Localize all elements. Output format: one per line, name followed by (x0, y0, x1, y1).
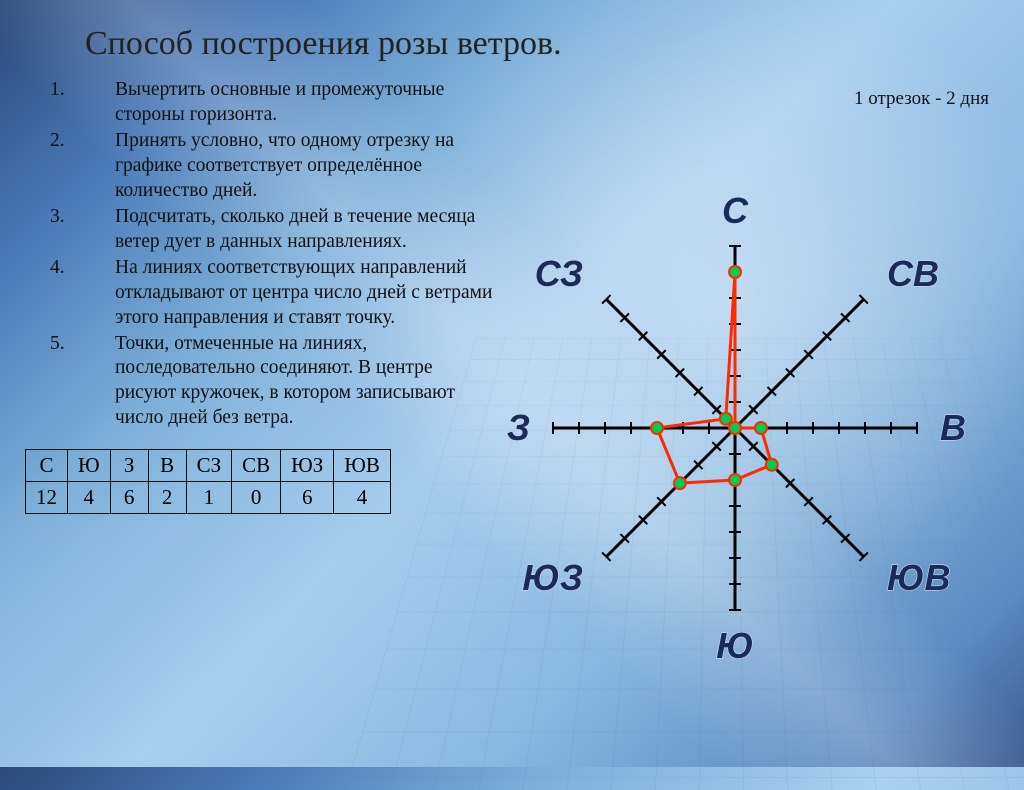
wind-rose-point (651, 422, 663, 434)
legend-text: 1 отрезок - 2 дня (854, 88, 989, 110)
table-header-cell: Ю (68, 450, 111, 482)
direction-label: ЮВ (887, 557, 951, 598)
direction-label: СЗ (535, 253, 583, 294)
step-number: 4. (50, 256, 90, 281)
table-value-cell: 12 (26, 482, 68, 514)
data-table: СЮЗВСЗСВЮЗЮВ 124621064 (25, 449, 391, 514)
direction-label: З (507, 407, 530, 448)
direction-label: В (940, 407, 966, 448)
step-text: Точки, отмеченные на линиях, последовате… (115, 333, 455, 429)
wind-rose-point (766, 459, 778, 471)
step-number: 5. (50, 332, 90, 357)
direction-label: СВ (887, 253, 939, 294)
direction-label: ЮЗ (522, 557, 583, 598)
step-number: 3. (50, 205, 90, 230)
table-header-cell: З (110, 450, 148, 482)
step-text: Подсчитать, сколько дней в течение месяц… (115, 206, 475, 252)
axis-line (735, 428, 864, 557)
axis-line (735, 299, 864, 428)
wind-rose-polygon (657, 272, 772, 483)
table-value-row: 124621064 (26, 482, 391, 514)
table-value-cell: 0 (232, 482, 281, 514)
wind-rose-point (729, 474, 741, 486)
step-text: Вычертить основные и промежуточные сторо… (115, 79, 444, 125)
step-text: Принять условно, что одному отрезку на г… (115, 130, 454, 201)
table-header-cell: СВ (232, 450, 281, 482)
table-value-cell: 2 (148, 482, 186, 514)
table-header-cell: ЮВ (334, 450, 391, 482)
table-header-cell: ЮЗ (281, 450, 334, 482)
page-title: Способ построения розы ветров. (85, 25, 999, 63)
table-value-cell: 6 (110, 482, 148, 514)
step-item: 4.На линиях соответствующих направлений … (115, 256, 495, 331)
step-number: 2. (50, 129, 90, 154)
table-value-cell: 1 (186, 482, 232, 514)
table-value-cell: 6 (281, 482, 334, 514)
table-header-cell: СЗ (186, 450, 232, 482)
table-header-row: СЮЗВСЗСВЮЗЮВ (26, 450, 391, 482)
table-header-cell: В (148, 450, 186, 482)
table-value-cell: 4 (334, 482, 391, 514)
step-item: 2.Принять условно, что одному отрезку на… (115, 129, 495, 204)
step-item: 1.Вычертить основные и промежуточные сто… (115, 78, 495, 128)
wind-rose-diagram: С СВ В ЮВ Ю ЮЗ З СЗ (475, 118, 1015, 748)
wind-rose-point (720, 413, 732, 425)
table-value-cell: 4 (68, 482, 111, 514)
direction-label: Ю (716, 625, 754, 666)
direction-label: С (722, 190, 749, 231)
axis-line (606, 428, 735, 557)
wind-rose-point (755, 422, 767, 434)
wind-rose-point (729, 266, 741, 278)
step-item: 5.Точки, отмеченные на линиях, последова… (115, 332, 495, 432)
steps-list: 1. Вычертить основные и промежуточные сто… (25, 78, 495, 431)
step-number: 1. (50, 78, 90, 103)
center-point (729, 422, 741, 434)
table-header-cell: С (26, 450, 68, 482)
step-text: На линиях соответствующих направлений от… (115, 257, 492, 328)
step-item: 3.Подсчитать, сколько дней в течение мес… (115, 205, 495, 255)
wind-rose-point (674, 477, 686, 489)
axis-line (606, 299, 735, 428)
